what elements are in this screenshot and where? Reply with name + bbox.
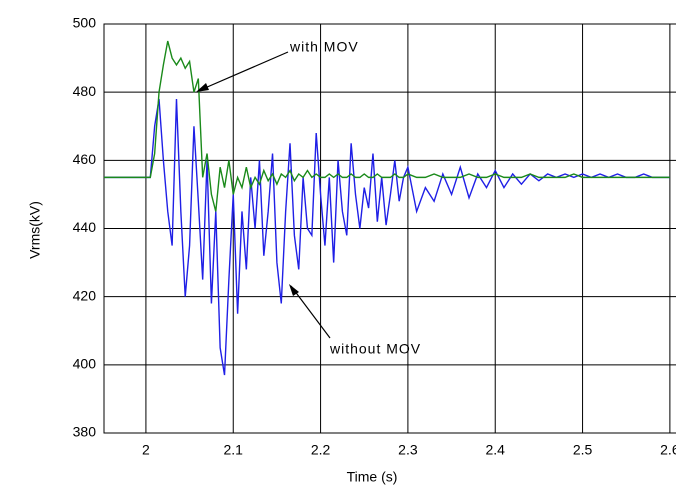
x-tick-label: 2.3	[398, 442, 418, 458]
x-tick-label: 2.2	[311, 442, 331, 458]
annotation-arrow	[197, 51, 289, 92]
series-line	[104, 98, 670, 376]
y-axis-label: Vrms(kV)	[27, 201, 43, 259]
y-tick-label: 500	[73, 15, 97, 31]
y-tick-label: 400	[73, 356, 97, 372]
x-tick-label: 2.1	[224, 442, 244, 458]
y-tick-label: 380	[73, 424, 97, 440]
y-tick-label: 420	[73, 287, 97, 303]
x-tick-label: 2.5	[573, 442, 593, 458]
arrow-head	[289, 284, 299, 296]
x-tick-label: 2.4	[485, 442, 505, 458]
y-tick-label: 440	[73, 219, 97, 235]
y-tick-label: 480	[73, 83, 97, 99]
x-axis-label: Time (s)	[347, 469, 398, 485]
series-line	[104, 40, 670, 212]
x-tick-label: 2	[142, 442, 150, 458]
arrow-head	[196, 83, 209, 92]
annotation: without MOV	[329, 341, 421, 357]
annotation-arrow	[290, 285, 331, 339]
y-tick-label: 460	[73, 151, 97, 167]
annotation: with MOV	[289, 39, 359, 55]
x-tick-label: 2.6	[660, 442, 676, 458]
